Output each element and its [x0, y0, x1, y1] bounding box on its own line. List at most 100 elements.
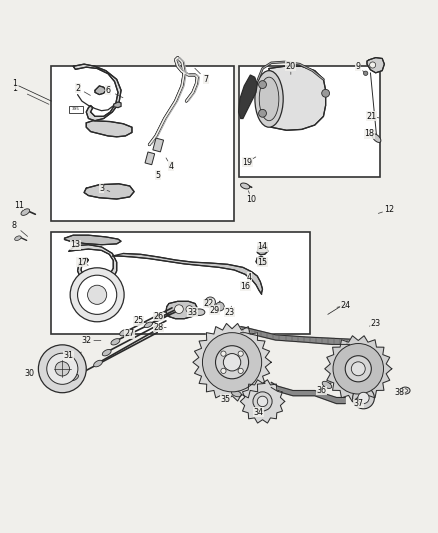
Circle shape: [333, 344, 384, 394]
Text: 3: 3: [99, 184, 104, 192]
Text: 10: 10: [247, 195, 257, 204]
Text: 1: 1: [12, 84, 17, 93]
Text: 36: 36: [316, 386, 326, 395]
Ellipse shape: [14, 236, 21, 240]
Text: 32: 32: [81, 336, 91, 345]
Circle shape: [370, 62, 376, 68]
Text: 37: 37: [353, 399, 364, 408]
Text: 5: 5: [155, 171, 161, 180]
Text: 21: 21: [366, 112, 376, 121]
Text: 34: 34: [253, 408, 263, 417]
Text: 26: 26: [153, 312, 163, 321]
Text: 11: 11: [14, 201, 24, 210]
Text: 13: 13: [71, 240, 81, 249]
Circle shape: [186, 305, 193, 313]
Text: 17: 17: [77, 257, 87, 266]
Text: 20: 20: [286, 62, 296, 71]
Circle shape: [238, 368, 243, 374]
Bar: [51, 66, 234, 221]
Circle shape: [358, 392, 369, 403]
Polygon shape: [166, 301, 197, 319]
Text: 15: 15: [258, 257, 268, 266]
Text: 18: 18: [364, 130, 374, 138]
Circle shape: [253, 392, 272, 411]
Text: 31: 31: [64, 351, 74, 360]
Text: 2: 2: [75, 84, 80, 93]
Ellipse shape: [120, 329, 128, 336]
Circle shape: [205, 297, 215, 308]
Text: 1: 1: [12, 79, 17, 88]
Text: 29: 29: [209, 305, 220, 314]
Polygon shape: [260, 66, 325, 130]
Bar: [153, 138, 163, 152]
Ellipse shape: [102, 350, 111, 356]
Circle shape: [353, 387, 374, 409]
Bar: [239, 66, 380, 177]
Text: 23: 23: [371, 319, 381, 328]
Circle shape: [223, 353, 241, 371]
Circle shape: [238, 351, 243, 356]
Text: 7: 7: [203, 75, 208, 84]
Circle shape: [221, 368, 226, 374]
Polygon shape: [114, 102, 121, 108]
Ellipse shape: [111, 338, 120, 345]
Circle shape: [258, 109, 266, 117]
Text: 4: 4: [247, 273, 252, 282]
Ellipse shape: [403, 389, 407, 392]
Polygon shape: [257, 246, 268, 255]
Ellipse shape: [94, 360, 102, 367]
Circle shape: [47, 353, 78, 384]
Ellipse shape: [400, 387, 410, 394]
Circle shape: [221, 351, 226, 356]
Text: 6: 6: [106, 86, 110, 95]
Polygon shape: [256, 256, 265, 265]
Text: 33: 33: [188, 308, 198, 317]
Circle shape: [215, 302, 224, 311]
Text: 9: 9: [356, 62, 361, 71]
Circle shape: [215, 346, 249, 379]
Polygon shape: [84, 184, 134, 199]
Polygon shape: [240, 380, 285, 423]
Text: 395: 395: [72, 107, 80, 111]
Polygon shape: [239, 75, 257, 118]
Text: 12: 12: [384, 205, 394, 214]
Text: 28: 28: [153, 323, 163, 332]
Polygon shape: [113, 254, 262, 294]
Text: 14: 14: [258, 243, 268, 252]
Ellipse shape: [194, 309, 205, 316]
Ellipse shape: [372, 134, 381, 142]
Ellipse shape: [255, 71, 283, 127]
Text: 4: 4: [169, 162, 173, 171]
Ellipse shape: [70, 374, 78, 381]
Circle shape: [345, 356, 371, 382]
Text: 27: 27: [125, 329, 135, 338]
Polygon shape: [241, 327, 350, 344]
Text: 22: 22: [203, 299, 213, 308]
Circle shape: [351, 362, 365, 376]
Circle shape: [70, 268, 124, 322]
Ellipse shape: [154, 316, 162, 321]
Circle shape: [257, 396, 268, 407]
Circle shape: [208, 300, 213, 305]
Text: 35: 35: [220, 395, 230, 403]
Text: 23: 23: [225, 308, 235, 317]
Text: 16: 16: [240, 281, 250, 290]
Ellipse shape: [231, 390, 241, 397]
Circle shape: [55, 361, 70, 376]
Polygon shape: [95, 86, 106, 94]
Circle shape: [364, 71, 368, 76]
Circle shape: [202, 333, 261, 392]
Circle shape: [78, 275, 117, 314]
Polygon shape: [86, 120, 132, 137]
Circle shape: [258, 80, 266, 88]
Bar: [51, 232, 311, 334]
Ellipse shape: [21, 209, 30, 215]
Polygon shape: [367, 58, 385, 73]
Text: 25: 25: [133, 317, 144, 326]
Text: 38: 38: [395, 388, 405, 397]
Polygon shape: [325, 336, 392, 402]
Polygon shape: [64, 235, 121, 245]
Text: 8: 8: [12, 221, 17, 230]
Circle shape: [175, 305, 184, 313]
Polygon shape: [193, 324, 271, 401]
